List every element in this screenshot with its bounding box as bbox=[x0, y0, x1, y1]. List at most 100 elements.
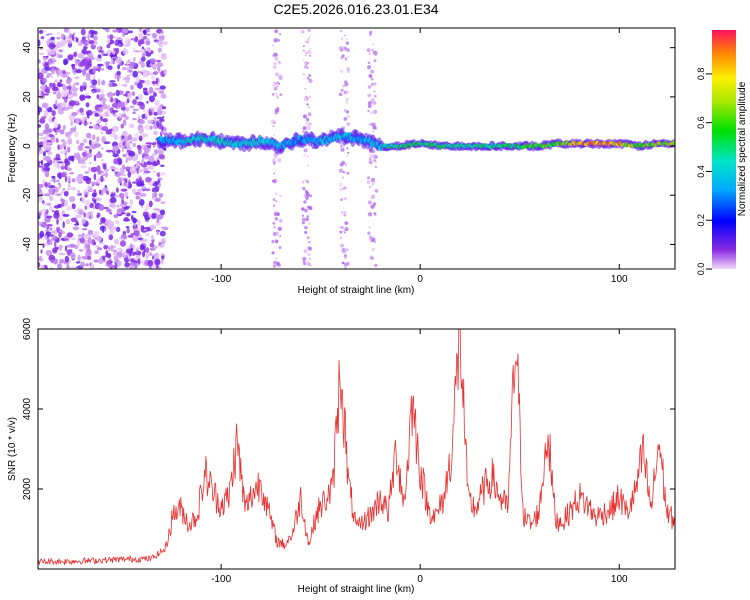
spectrogram-streak-cell bbox=[367, 101, 372, 106]
spectrogram-noise-cell bbox=[126, 146, 132, 151]
spectrogram-streak-cell bbox=[343, 262, 348, 267]
spectrogram-noise-cell bbox=[84, 199, 91, 206]
spectrogram-noise-cell bbox=[66, 232, 74, 238]
spectrogram-noise-cell bbox=[91, 31, 94, 36]
spectrogram-noise-cell bbox=[124, 37, 129, 45]
spectrogram-streak-cell bbox=[372, 125, 377, 130]
spectrogram-streak-cell bbox=[279, 194, 283, 198]
spectrogram-noise-cell bbox=[113, 167, 120, 171]
spectrogram-noise-cell bbox=[88, 186, 93, 191]
spectrogram-noise-cell bbox=[93, 230, 100, 238]
spectrogram-noise-cell bbox=[151, 234, 154, 241]
figure-title: C2E5.2026.016.23.01.E34 bbox=[273, 1, 438, 17]
spectrogram-noise-cell bbox=[38, 147, 42, 152]
spectrogram-streak-cell bbox=[275, 72, 279, 77]
spectrogram-noise-cell bbox=[111, 110, 119, 113]
spectrogram-noise-cell bbox=[157, 47, 162, 53]
spectrogram-noise-cell bbox=[98, 242, 106, 245]
spectrogram-noise-cell bbox=[117, 64, 120, 70]
spectrogram-noise-cell bbox=[96, 197, 102, 201]
spectrogram-noise-cell bbox=[89, 148, 92, 154]
spectrogram-streak-cell bbox=[370, 69, 375, 74]
spectrogram-noise-cell bbox=[93, 189, 97, 193]
spectrogram-noise-cell bbox=[108, 203, 116, 208]
spectrogram-noise-cell bbox=[56, 92, 62, 100]
spectrogram-noise-cell bbox=[38, 29, 44, 34]
spectrogram-noise-cell bbox=[101, 126, 109, 132]
spectrogram-noise-cell bbox=[77, 234, 83, 238]
spectrogram-noise-cell bbox=[149, 125, 153, 130]
spectrogram-noise-cell bbox=[115, 56, 122, 64]
spectrogram-noise-cell bbox=[69, 237, 76, 241]
spectrogram-streak-cell bbox=[338, 168, 344, 173]
spectrogram-noise-cell bbox=[48, 187, 54, 195]
spectrogram-streak-cell bbox=[278, 246, 282, 250]
spectrogram-noise-cell bbox=[139, 192, 147, 197]
spectrogram-noise-cell bbox=[51, 67, 55, 75]
spectrogram-noise-cell bbox=[133, 263, 138, 269]
spectrogram-noise-cell bbox=[151, 75, 155, 80]
spectrogram-noise-cell bbox=[58, 49, 63, 53]
spectrogram-streak-cell bbox=[308, 106, 310, 109]
spectrogram-noise-cell bbox=[80, 28, 86, 36]
spectrogram-streak-cell bbox=[304, 208, 308, 213]
spectrogram-noise-cell bbox=[85, 78, 92, 81]
spectrogram-streak-cell bbox=[344, 227, 349, 232]
spectrogram-noise-cell bbox=[110, 97, 114, 103]
y-tick-label: 4000 bbox=[22, 397, 33, 420]
spectrogram-noise-cell bbox=[120, 123, 124, 129]
spectrogram-noise-cell bbox=[78, 249, 84, 252]
spectrogram-noise-cell bbox=[144, 208, 147, 213]
spectrogram-noise-cell bbox=[116, 70, 121, 76]
spectrogram-noise-cell bbox=[136, 181, 143, 187]
spectrogram-noise-cell bbox=[77, 144, 84, 151]
spectrogram-streak-cell bbox=[343, 109, 348, 113]
spectrogram-noise-cell bbox=[71, 63, 76, 70]
spectrogram-noise-cell bbox=[56, 32, 61, 35]
spectrogram-noise-cell bbox=[129, 203, 133, 210]
spectrogram-streak-cell bbox=[278, 60, 281, 64]
spectrogram-noise-cell bbox=[113, 255, 119, 261]
spectrogram-noise-cell bbox=[65, 71, 71, 75]
spectrogram-noise-cell bbox=[57, 162, 60, 169]
spectrogram-noise-cell bbox=[89, 161, 92, 165]
spectrogram-noise-cell bbox=[129, 61, 136, 67]
spectrogram-noise-cell bbox=[56, 226, 61, 231]
spectrogram-noise-cell bbox=[154, 185, 160, 193]
spectrogram-noise-cell bbox=[38, 106, 43, 113]
spectrogram-noise-cell bbox=[44, 234, 48, 241]
spectrogram-noise-cell bbox=[60, 102, 67, 108]
spectrogram-streak-cell bbox=[279, 235, 282, 238]
spectrogram-noise-cell bbox=[92, 35, 98, 41]
spectrogram-noise-cell bbox=[70, 119, 73, 127]
spectrogram-noise-cell bbox=[129, 169, 136, 175]
spectrogram-noise-cell bbox=[93, 68, 96, 73]
spectrogram-noise-cell bbox=[137, 39, 142, 47]
spectrogram-noise-cell bbox=[60, 172, 67, 178]
spectrogram-noise-cell bbox=[159, 244, 165, 248]
spectrogram-streak-cell bbox=[308, 74, 312, 77]
spectrogram-streak-cell bbox=[346, 38, 348, 41]
spectrogram-streak-cell bbox=[276, 212, 280, 216]
spectrogram-noise-cell bbox=[152, 145, 156, 148]
spectrogram-streak-cell bbox=[302, 187, 306, 191]
spectrogram-noise-cell bbox=[148, 164, 155, 170]
spectrogram-noise-cell bbox=[156, 40, 164, 45]
spectrogram-noise-cell bbox=[76, 139, 80, 145]
spectrogram-noise-cell bbox=[110, 244, 114, 252]
spectrogram-streak-cell bbox=[302, 72, 306, 76]
spectrogram-streak-cell bbox=[339, 48, 344, 52]
spectrogram-noise-cell bbox=[98, 50, 103, 53]
spectrogram-streak-cell bbox=[341, 38, 344, 40]
spectrogram-noise-cell bbox=[44, 66, 51, 71]
spectrogram-streak-cell bbox=[308, 54, 312, 57]
spectrogram-noise-cell bbox=[88, 125, 93, 129]
spectrogram-noise-cell bbox=[115, 89, 120, 97]
spectrogram-noise-cell bbox=[116, 157, 122, 163]
spectrogram-streak-cell bbox=[341, 187, 345, 191]
spectrogram-noise-cell bbox=[124, 191, 129, 197]
spectrogram-noise-cell bbox=[73, 52, 77, 58]
spectrogram-noise-cell bbox=[46, 48, 51, 53]
spectrogram-noise-cell bbox=[149, 142, 152, 148]
spectrogram-noise-cell bbox=[42, 151, 46, 157]
